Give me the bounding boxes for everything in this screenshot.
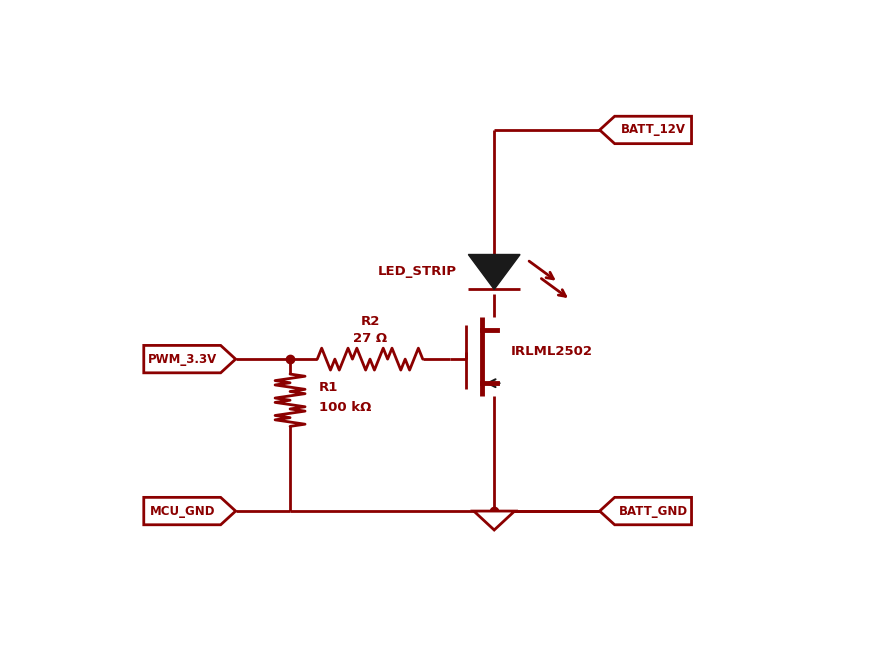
Polygon shape [599, 498, 691, 525]
Text: 100 kΩ: 100 kΩ [318, 401, 371, 414]
Polygon shape [474, 511, 514, 530]
Text: R2: R2 [360, 315, 379, 328]
Polygon shape [144, 345, 235, 373]
Text: BATT_12V: BATT_12V [620, 124, 685, 137]
Text: 27 Ω: 27 Ω [353, 332, 387, 345]
Text: LED_STRIP: LED_STRIP [377, 265, 456, 278]
Polygon shape [144, 498, 235, 525]
Text: BATT_GND: BATT_GND [617, 505, 687, 518]
Text: IRLML2502: IRLML2502 [510, 345, 593, 358]
Text: R1: R1 [318, 381, 338, 394]
Text: PWM_3.3V: PWM_3.3V [147, 353, 217, 366]
Polygon shape [467, 254, 519, 289]
Polygon shape [599, 116, 691, 144]
Text: MCU_GND: MCU_GND [149, 505, 215, 518]
